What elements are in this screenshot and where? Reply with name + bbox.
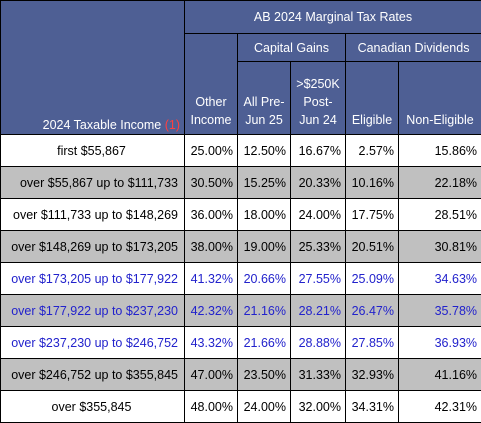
non-eligible-rate: 22.18% bbox=[399, 167, 481, 199]
table-row: over $148,269 up to $173,205 38.00% 19.0… bbox=[1, 231, 481, 263]
taxable-income-label: 2024 Taxable Income bbox=[43, 118, 162, 132]
other-income-rate: 30.50% bbox=[185, 167, 238, 199]
cg-post-rate: 28.88% bbox=[291, 327, 346, 359]
cg-post-rate: 16.67% bbox=[291, 135, 346, 167]
table-row: over $177,922 up to $237,230 42.32% 21.1… bbox=[1, 295, 481, 327]
eligible-rate: 17.75% bbox=[346, 199, 399, 231]
cg-pre-rate: 21.16% bbox=[238, 295, 291, 327]
non-eligible-rate: 41.16% bbox=[399, 359, 481, 391]
cg-post-rate: 20.33% bbox=[291, 167, 346, 199]
cg-pre-rate: 12.50% bbox=[238, 135, 291, 167]
eligible-dividends-header: Eligible bbox=[346, 62, 399, 135]
non-eligible-rate: 28.51% bbox=[399, 199, 481, 231]
income-bracket: over $355,845 bbox=[1, 391, 185, 423]
non-eligible-rate: 15.86% bbox=[399, 135, 481, 167]
canadian-dividends-header: Canadian Dividends bbox=[346, 34, 481, 62]
other-income-rate: 47.00% bbox=[185, 359, 238, 391]
cg-post-rate: 25.33% bbox=[291, 231, 346, 263]
table-row: over $111,733 up to $148,269 36.00% 18.0… bbox=[1, 199, 481, 231]
non-eligible-dividends-header: Non-Eligible bbox=[399, 62, 481, 135]
non-eligible-rate: 35.78% bbox=[399, 295, 481, 327]
cg-post-rate: 31.33% bbox=[291, 359, 346, 391]
cg-post-rate: 24.00% bbox=[291, 199, 346, 231]
table-row: first $55,867 25.00% 12.50% 16.67% 2.57%… bbox=[1, 135, 481, 167]
cg-post-rate: 27.55% bbox=[291, 263, 346, 295]
income-bracket: over $173,205 up to $177,922 bbox=[1, 263, 185, 295]
income-bracket: over $237,230 up to $246,752 bbox=[1, 327, 185, 359]
cg-pre-rate: 15.25% bbox=[238, 167, 291, 199]
income-bracket: over $246,752 up to $355,845 bbox=[1, 359, 185, 391]
cg-over-250k-header: >$250K Post- Jun 24 bbox=[291, 62, 346, 135]
non-eligible-rate: 42.31% bbox=[399, 391, 481, 423]
cg-pre-rate: 19.00% bbox=[238, 231, 291, 263]
income-bracket: first $55,867 bbox=[1, 135, 185, 167]
cg-post-rate: 32.00% bbox=[291, 391, 346, 423]
cg-pre-rate: 18.00% bbox=[238, 199, 291, 231]
footnote-link[interactable]: (1) bbox=[165, 118, 180, 132]
non-eligible-rate: 36.93% bbox=[399, 327, 481, 359]
other-income-rate: 43.32% bbox=[185, 327, 238, 359]
table-row: over $173,205 up to $177,922 41.32% 20.6… bbox=[1, 263, 481, 295]
eligible-rate: 20.51% bbox=[346, 231, 399, 263]
income-bracket: over $55,867 up to $111,733 bbox=[1, 167, 185, 199]
eligible-rate: 27.85% bbox=[346, 327, 399, 359]
taxable-income-header: 2024 Taxable Income (1) bbox=[1, 1, 185, 135]
cg-pre-rate: 23.50% bbox=[238, 359, 291, 391]
capital-gains-header: Capital Gains bbox=[238, 34, 346, 62]
cg-pre-jun25-header: All Pre- Jun 25 bbox=[238, 62, 291, 135]
other-income-rate: 38.00% bbox=[185, 231, 238, 263]
cg-pre-rate: 20.66% bbox=[238, 263, 291, 295]
other-income-rate: 48.00% bbox=[185, 391, 238, 423]
income-bracket: over $111,733 up to $148,269 bbox=[1, 199, 185, 231]
eligible-rate: 26.47% bbox=[346, 295, 399, 327]
cg-pre-rate: 21.66% bbox=[238, 327, 291, 359]
income-bracket: over $177,922 up to $237,230 bbox=[1, 295, 185, 327]
cg-pre-rate: 24.00% bbox=[238, 391, 291, 423]
other-income-rate: 41.32% bbox=[185, 263, 238, 295]
eligible-rate: 32.93% bbox=[346, 359, 399, 391]
table-row: over $55,867 up to $111,733 30.50% 15.25… bbox=[1, 167, 481, 199]
eligible-rate: 10.16% bbox=[346, 167, 399, 199]
eligible-rate: 2.57% bbox=[346, 135, 399, 167]
cg-post-rate: 28.21% bbox=[291, 295, 346, 327]
table-row: over $237,230 up to $246,752 43.32% 21.6… bbox=[1, 327, 481, 359]
other-income-rate: 36.00% bbox=[185, 199, 238, 231]
income-bracket: over $148,269 up to $173,205 bbox=[1, 231, 185, 263]
table-title: AB 2024 Marginal Tax Rates bbox=[185, 1, 481, 34]
non-eligible-rate: 30.81% bbox=[399, 231, 481, 263]
eligible-rate: 25.09% bbox=[346, 263, 399, 295]
other-income-header: Other Income bbox=[185, 34, 238, 135]
table-row: over $246,752 up to $355,845 47.00% 23.5… bbox=[1, 359, 481, 391]
other-income-rate: 42.32% bbox=[185, 295, 238, 327]
table-row: over $355,845 48.00% 24.00% 32.00% 34.31… bbox=[1, 391, 481, 423]
non-eligible-rate: 34.63% bbox=[399, 263, 481, 295]
other-income-rate: 25.00% bbox=[185, 135, 238, 167]
eligible-rate: 34.31% bbox=[346, 391, 399, 423]
